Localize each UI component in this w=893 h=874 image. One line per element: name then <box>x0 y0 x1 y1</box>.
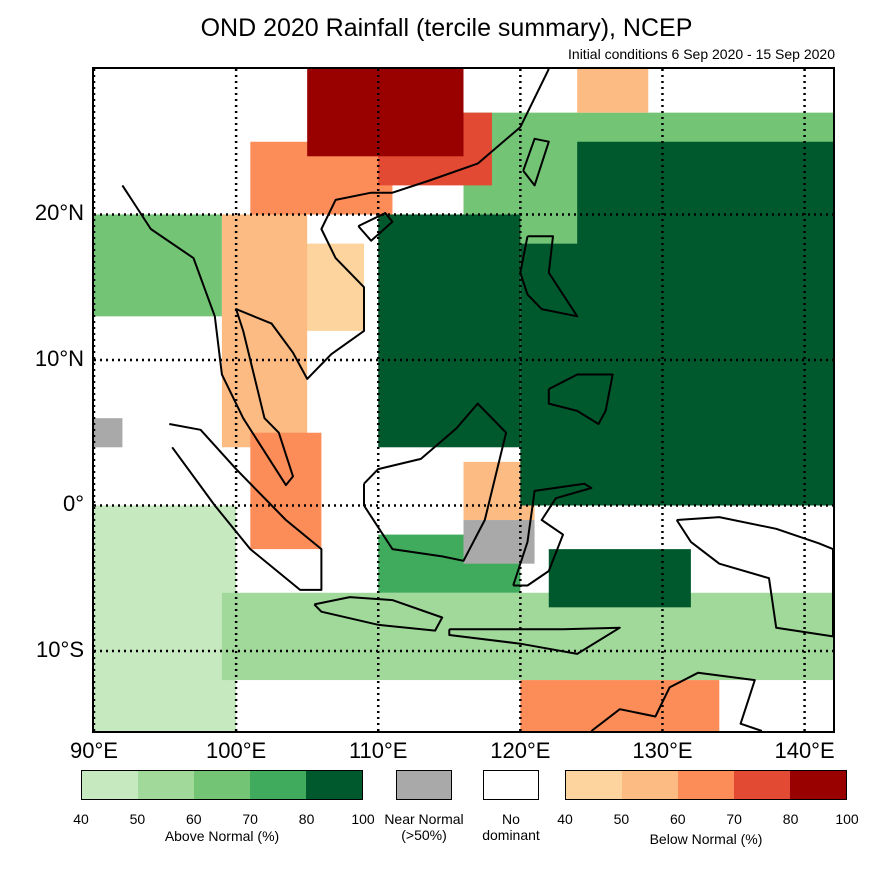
lon-label: 110°E <box>348 738 408 763</box>
region-near-normal <box>94 418 123 448</box>
region-above-80-100 <box>577 141 833 302</box>
near-normal-caption: Near Normal (>50%) <box>370 811 478 843</box>
rainfall-map <box>92 67 835 733</box>
lon-label: 140°E <box>774 738 835 763</box>
legend-color-step <box>194 771 250 799</box>
coastline <box>522 137 550 187</box>
legend-color-step <box>250 771 306 799</box>
legend-tick-label: 100 <box>351 811 375 827</box>
legend-tick-label: 70 <box>726 811 742 827</box>
near-normal-caption-line1: Near Normal <box>384 811 464 827</box>
near-normal-swatch <box>396 770 452 800</box>
legend-color-step <box>790 771 846 799</box>
region-above-40-50 <box>94 505 237 731</box>
legend-color-step <box>306 771 362 799</box>
region-above-80-100 <box>378 214 521 448</box>
legend-color-step <box>622 771 678 799</box>
no-dominant-caption-line2: dominant <box>482 827 540 843</box>
lat-label: 10°N <box>34 345 84 371</box>
region-below-60-70 <box>250 432 322 550</box>
lat-label: 20°N <box>34 200 84 226</box>
coastline <box>519 235 579 318</box>
coastline <box>169 423 323 591</box>
map-title: OND 2020 Rainfall (tercile summary), NCE… <box>200 14 693 42</box>
below-normal-caption: Below Normal (%) <box>649 831 763 847</box>
initial-conditions-subtitle: Initial conditions 6 Sep 2020 - 15 Sep 2… <box>568 46 835 62</box>
above-normal-colorbar <box>81 770 363 800</box>
lon-label: 120°E <box>490 738 551 763</box>
above-normal-caption: Above Normal (%) <box>164 828 280 844</box>
coastline <box>590 671 763 731</box>
legend-tick-label: 70 <box>242 811 258 827</box>
lon-label: 100°E <box>206 738 267 763</box>
coastline <box>512 482 593 587</box>
legend-tick-label: 100 <box>835 811 859 827</box>
legend-color-step <box>678 771 734 799</box>
map-canvas <box>94 69 833 731</box>
lon-label: 90°E <box>70 738 118 763</box>
legend-tick-label: 60 <box>670 811 686 827</box>
legend-tick-label: 50 <box>129 811 146 827</box>
legend-tick-label: 40 <box>73 811 89 827</box>
region-above-60-70 <box>94 214 222 317</box>
lat-label: 0° <box>62 491 84 517</box>
region-above-50-60 <box>221 592 833 681</box>
near-normal-caption-line2: (>50%) <box>401 827 447 843</box>
region-above-80-100 <box>548 549 691 608</box>
coastline <box>675 516 833 638</box>
legend-tick-label: 80 <box>782 811 799 827</box>
legend-color-step <box>138 771 194 799</box>
lat-label: 10°S <box>36 636 84 662</box>
region-below-80-100 <box>307 69 464 157</box>
region-below-50-60 <box>577 69 649 113</box>
coastline <box>547 373 614 425</box>
legend-color-step <box>82 771 138 799</box>
legend-tick-label: 40 <box>557 811 573 827</box>
no-dominant-caption-line1: No <box>502 811 520 827</box>
legend-color-step <box>734 771 790 799</box>
coastline <box>121 69 550 487</box>
below-normal-colorbar <box>565 770 847 800</box>
coastline <box>357 212 394 242</box>
legend-tick-label: 80 <box>298 811 315 827</box>
no-dominant-swatch <box>483 770 539 800</box>
coastline <box>313 596 444 632</box>
region-below-50-60 <box>221 214 308 448</box>
legend-tick-label: 60 <box>186 811 202 827</box>
legend-color-step <box>566 771 622 799</box>
lon-label: 130°E <box>632 738 693 763</box>
legend-tick-label: 50 <box>613 811 630 827</box>
coastline <box>363 402 508 562</box>
region-below-60-70 <box>520 680 720 731</box>
no-dominant-caption: No dominant <box>461 811 561 843</box>
coastline <box>448 626 621 655</box>
